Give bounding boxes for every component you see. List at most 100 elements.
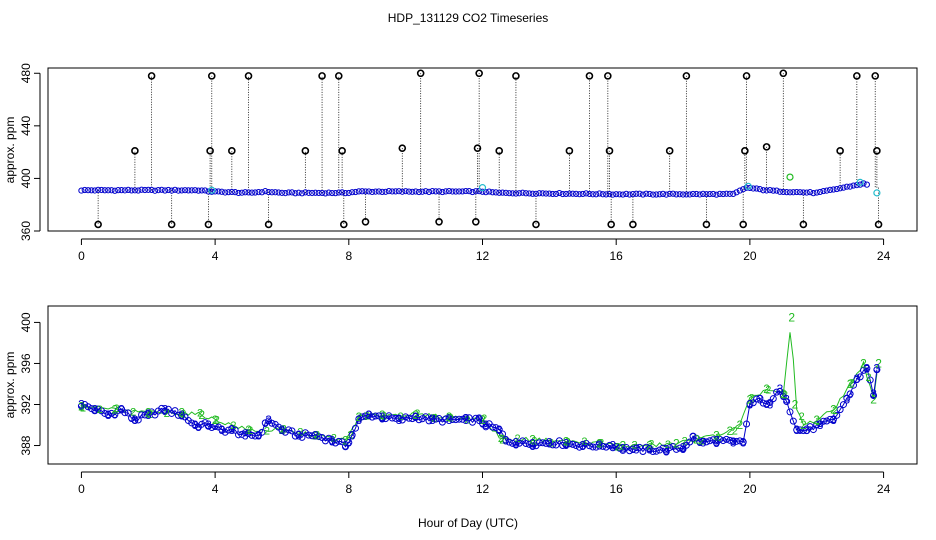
baseline-point [312,189,319,196]
series-3-marker: 3 [179,411,185,423]
series-3-point [636,443,644,451]
top-x-axis: 0 4 8 12 16 20 24 [78,238,891,263]
series-2-marker: 2 [737,418,744,432]
series-3-point [475,414,483,422]
extra-point [744,182,752,190]
series-3-marker: 3 [78,397,85,411]
baseline-point [743,184,750,191]
baseline-point [763,187,770,194]
spike-point [874,220,883,229]
baseline-point [596,190,603,197]
baseline-point [419,188,426,195]
series-3-point [642,443,650,451]
series-3-marker: 3 [479,418,485,430]
baseline-point [131,187,138,194]
series-3-marker: 3 [262,418,268,430]
baseline-point [295,189,302,196]
baseline-point [589,191,596,198]
baseline-point [85,187,92,194]
baseline-point [158,186,165,193]
baseline-point [435,188,443,195]
series-3-marker: 3 [803,423,810,437]
series-2-marker: 2 [498,433,504,445]
series-3-marker: 3 [747,399,753,411]
series-3-point [666,443,674,451]
series-3-point [512,441,520,449]
baseline-point [248,189,255,196]
series-2-marker: 2 [648,439,654,451]
series-2-marker: 2 [698,435,704,447]
series-3-point [866,376,874,384]
series-2-marker: 2 [620,439,627,453]
series-3-point [779,392,787,400]
spike-point [873,147,881,155]
spike-point [629,220,637,229]
series-3-point [402,413,410,421]
series-3-marker: 3 [178,408,185,422]
extra-point [856,178,864,186]
series-3-point [388,414,396,422]
series-3-marker: 3 [396,413,402,425]
baseline-point [599,191,606,198]
series-2-marker: 2 [693,432,700,446]
series-2-marker: 2 [782,389,788,401]
series-3-point [448,415,456,423]
series-2-marker: 2 [78,400,85,414]
baseline-point [138,186,145,193]
bottom-x-tick-label: 16 [610,482,624,496]
series-2-marker: 2 [875,356,882,370]
spike-point [361,217,370,226]
baseline-point [262,188,269,195]
series-3-point [462,414,470,422]
series-3-point [415,416,423,424]
baseline-point [663,191,670,198]
series-3-point [499,430,507,438]
series-3-point [746,400,754,408]
baseline-point [753,185,760,192]
series-3-marker: 3 [793,423,800,437]
spike-point [131,147,139,155]
series-2-marker: 2 [381,410,387,422]
top-x-tick-label: 20 [743,249,757,263]
series-3-marker: 3 [563,436,570,450]
spike-point [665,147,674,155]
spike-point [244,72,253,80]
baseline-point [355,188,362,195]
series-2-marker: 2 [847,377,854,391]
baseline-point [198,187,205,194]
top-y-tick-label: 480 [19,63,33,83]
baseline-point [205,188,212,195]
baseline-point [603,191,610,198]
top-x-tick-label: 4 [212,249,219,263]
series-3-point [736,437,744,445]
series-3-marker: 3 [463,413,469,425]
series-3-point [565,440,573,448]
top-baseline-series [78,180,870,198]
series-3-point [405,414,413,422]
series-3-point [819,417,827,425]
baseline-point [472,188,479,195]
series-2-marker: 2 [431,413,437,425]
series-3-point [144,409,152,417]
baseline-point [325,189,332,196]
top-x-tick-label: 8 [345,249,352,263]
series-2-marker: 2 [178,406,185,420]
series-3-marker: 3 [730,435,737,449]
series-3-marker: 3 [777,382,784,396]
series-3-marker: 3 [78,401,84,413]
series-3-marker: 3 [697,437,703,449]
series-3-point [452,416,460,424]
series-3-point [285,426,293,434]
series-3-point [739,438,747,446]
extra-point [786,173,794,181]
spike-point [475,69,483,78]
baseline-point [101,187,108,194]
baseline-point [833,185,840,193]
series-3-point [104,411,112,419]
baseline-point [81,186,88,194]
baseline-point [606,190,613,198]
baseline-point [639,191,647,198]
series-2-marker: 2 [581,436,587,448]
spike-point [167,220,176,229]
series-3-point [592,443,600,451]
